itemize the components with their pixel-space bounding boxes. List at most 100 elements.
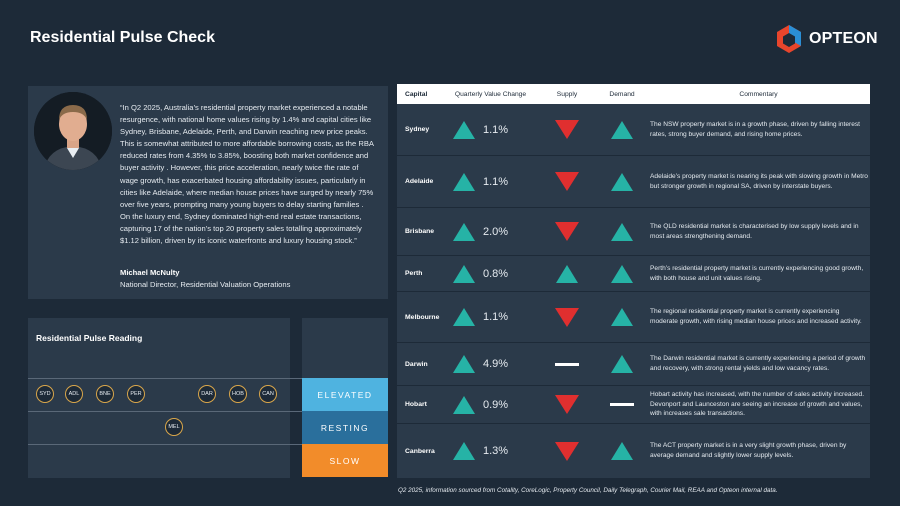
triangle-up-icon xyxy=(453,442,475,460)
change-value: 0.9% xyxy=(483,398,509,411)
header-capital: Capital xyxy=(405,90,428,98)
commentary-text: Adelaide’s property market is nearing it… xyxy=(650,172,868,190)
opteon-logo-icon xyxy=(777,25,801,53)
header-commentary: Commentary xyxy=(739,90,778,98)
change-value: 4.9% xyxy=(483,358,509,370)
band-elevated: ELEVATED xyxy=(302,378,388,411)
change-value: 1.3% xyxy=(483,445,509,457)
quarterly-value-change: 4.9% xyxy=(447,343,537,385)
city-marker-dar: DAR xyxy=(198,385,216,403)
table-row: Adelaide 1.1% Adelaide’s property market i… xyxy=(397,156,870,208)
table-row: Hobart 0.9% Hobart activity has increased,… xyxy=(397,386,870,424)
source-note: Q2 2025, information sourced from Cotali… xyxy=(398,487,778,494)
page-title: Residential Pulse Check xyxy=(30,29,215,46)
demand-indicator xyxy=(597,386,647,423)
triangle-up-icon xyxy=(611,172,633,191)
triangle-up-icon xyxy=(611,442,633,460)
commentary-text: Hobart activity has increased, with the … xyxy=(650,391,865,418)
quarterly-value-change: 1.1% xyxy=(447,156,537,207)
table-row: Perth 0.8% Perth’s residential property ma… xyxy=(397,256,870,292)
triangle-up-icon xyxy=(611,264,633,283)
commentary-text: The regional residential property market… xyxy=(650,308,862,325)
divider xyxy=(28,411,302,412)
triangle-up-icon xyxy=(453,264,475,283)
demand-indicator xyxy=(597,208,647,255)
change-value: 1.1% xyxy=(483,175,509,188)
city-marker-hob: HOB xyxy=(229,385,247,403)
table-row: Canberra 1.3% The ACT property market is i… xyxy=(397,424,870,479)
change-value: 1.1% xyxy=(483,311,509,323)
capital-name: Perth xyxy=(405,270,423,277)
capital-name: Darwin xyxy=(405,360,428,368)
quote-text: “In Q2 2025, Australia’s residential pro… xyxy=(120,103,374,246)
triangle-up-icon xyxy=(453,172,475,191)
triangle-up-icon xyxy=(453,120,475,139)
quarterly-value-change: 0.8% xyxy=(447,256,537,291)
header-quarterly-value-change: Quarterly Value Change xyxy=(454,90,527,98)
dash-icon xyxy=(610,403,634,406)
supply-indicator xyxy=(537,292,597,342)
dash-icon xyxy=(555,362,579,366)
triangle-up-icon xyxy=(453,355,475,373)
table-row: Melbourne 1.1% The regional residential pr… xyxy=(397,292,870,343)
triangle-up-icon xyxy=(453,395,475,414)
city-marker-can: CAN xyxy=(259,385,277,403)
band-slow: SLOW xyxy=(302,444,388,477)
quarterly-value-change: 0.9% xyxy=(447,386,537,423)
city-marker-bne: BNE xyxy=(96,385,114,403)
commentary-text: Perth’s residential property market is c… xyxy=(650,264,864,282)
city-marker-syd: SYD xyxy=(36,385,54,403)
supply-indicator xyxy=(537,256,597,291)
demand-indicator xyxy=(597,104,647,155)
divider xyxy=(28,444,302,445)
change-value: 0.8% xyxy=(483,267,509,280)
header-demand: Demand xyxy=(609,90,635,98)
quarterly-value-change: 1.1% xyxy=(447,104,537,155)
triangle-down-icon xyxy=(555,395,579,414)
person-photo-icon xyxy=(34,92,112,170)
triangle-down-icon xyxy=(555,222,579,241)
triangle-down-icon xyxy=(555,441,579,461)
change-value: 2.0% xyxy=(483,225,509,238)
capital-name: Brisbane xyxy=(405,228,435,235)
commentary-text: The NSW property market is in a growth p… xyxy=(650,120,860,138)
quote-card: “In Q2 2025, Australia’s residential pro… xyxy=(28,86,388,299)
table-header: Capital Quarterly Value Change Supply De… xyxy=(397,84,870,104)
quarterly-value-change: 1.1% xyxy=(447,292,537,342)
triangle-up-icon xyxy=(556,264,578,283)
triangle-down-icon xyxy=(555,307,579,327)
commentary-text: The ACT property market is in a very sli… xyxy=(650,442,847,459)
triangle-up-icon xyxy=(611,355,633,373)
capital-name: Adelaide xyxy=(405,178,434,185)
triangle-up-icon xyxy=(453,222,475,241)
capital-name: Canberra xyxy=(405,447,435,455)
quote-author: Michael McNulty xyxy=(120,268,180,277)
triangle-down-icon xyxy=(555,120,579,139)
demand-indicator xyxy=(597,343,647,385)
opteon-logo: OPTEON xyxy=(774,24,878,54)
supply-indicator xyxy=(537,386,597,423)
capital-name: Sydney xyxy=(405,126,430,133)
supply-indicator xyxy=(537,208,597,255)
demand-indicator xyxy=(597,256,647,291)
market-table: Capital Quarterly Value Change Supply De… xyxy=(397,84,870,479)
capital-name: Hobart xyxy=(405,401,427,408)
city-marker-adl: ADL xyxy=(65,385,83,403)
triangle-up-icon xyxy=(453,308,475,326)
supply-indicator xyxy=(537,104,597,155)
header-supply: Supply xyxy=(556,90,578,98)
city-marker-mel: MEL xyxy=(165,418,183,436)
change-value: 1.1% xyxy=(483,123,509,136)
supply-indicator xyxy=(537,343,597,385)
table-row: Brisbane 2.0% The QLD residential market i… xyxy=(397,208,870,256)
triangle-up-icon xyxy=(611,120,633,139)
commentary-text: The QLD residential market is characteri… xyxy=(650,222,859,240)
triangle-up-icon xyxy=(611,222,633,241)
avatar xyxy=(34,92,112,170)
quote-role: National Director, Residential Valuation… xyxy=(120,280,291,289)
commentary-text: The Darwin residential market is current… xyxy=(650,355,866,372)
demand-indicator xyxy=(597,424,647,478)
capital-name: Melbourne xyxy=(405,313,440,321)
band-resting: RESTING xyxy=(302,411,388,444)
quarterly-value-change: 2.0% xyxy=(447,208,537,255)
